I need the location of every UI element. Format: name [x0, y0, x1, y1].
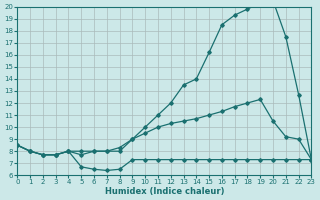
X-axis label: Humidex (Indice chaleur): Humidex (Indice chaleur) — [105, 187, 224, 196]
